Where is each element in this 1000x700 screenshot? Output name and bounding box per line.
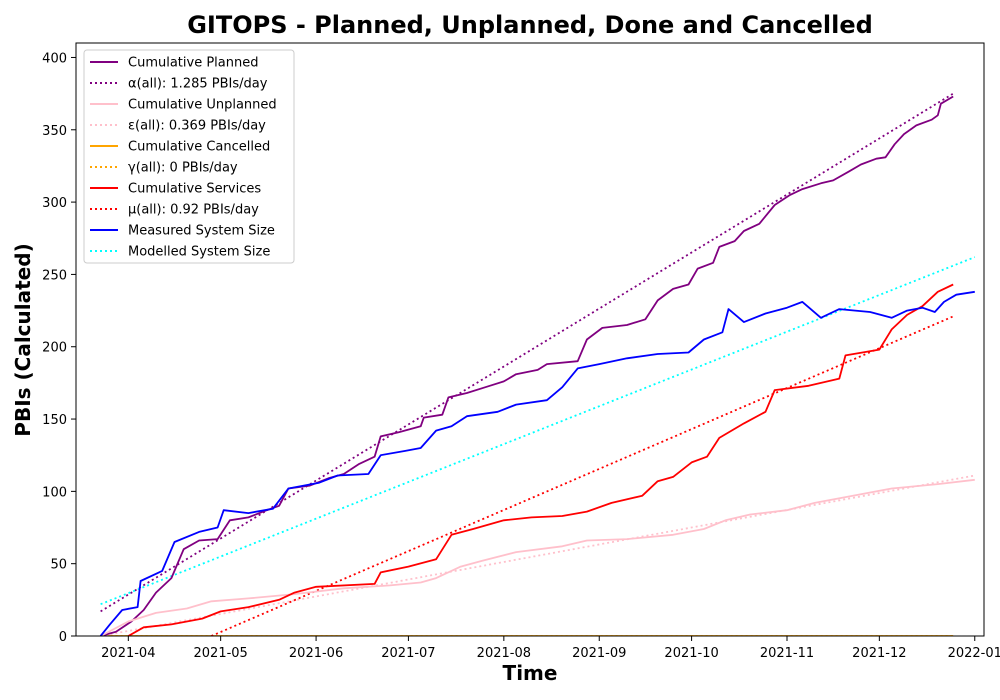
x-tick-label: 2021-09: [572, 646, 626, 661]
legend-label-10: Modelled System Size: [128, 245, 270, 260]
series-9-line: [99, 290, 975, 636]
legend-label-6: γ(all): 0 PBIs/day: [128, 161, 238, 176]
chart-title: GITOPS - Planned, Unplanned, Done and Ca…: [187, 11, 873, 39]
legend-label-3: Cumulative Unplanned: [128, 98, 277, 113]
x-tick-label: 2021-10: [664, 646, 718, 661]
legend-label-4: ε(all): 0.369 PBIs/day: [128, 119, 266, 134]
series-10-line: [100, 256, 976, 606]
y-tick-label: 50: [50, 558, 67, 573]
y-tick-label: 300: [42, 196, 67, 211]
y-tick-label: 250: [42, 268, 67, 283]
legend-label-8: μ(all): 0.92 PBIs/day: [128, 203, 259, 218]
series-2-line: [100, 92, 954, 613]
plot-lines: [99, 92, 976, 636]
legend-label-5: Cumulative Cancelled: [128, 140, 270, 155]
y-tick-label: 150: [42, 413, 67, 428]
legend-label-2: α(all): 1.285 PBIs/day: [128, 77, 268, 92]
legend-label-1: Cumulative Planned: [128, 56, 258, 71]
legend-label-7: Cumulative Services: [128, 182, 261, 197]
x-tick-label: 2021-07: [381, 646, 435, 661]
x-tick-label: 2021-12: [852, 646, 906, 661]
x-tick-label: 2021-08: [477, 646, 531, 661]
x-tick-label: 2021-11: [760, 646, 814, 661]
series-7-line: [127, 283, 954, 636]
y-tick-label: 350: [42, 124, 67, 139]
series-4-line: [100, 474, 975, 636]
x-axis-label: Time: [503, 661, 558, 685]
x-tick-label: 2021-04: [101, 646, 155, 661]
y-tick-label: 200: [42, 341, 67, 356]
x-tick-label: 2021-06: [289, 646, 343, 661]
plot-frame: [75, 42, 985, 637]
x-tick-label: 2022-01: [948, 646, 1000, 661]
y-tick-label: 400: [42, 51, 67, 66]
y-axis-label: PBIs (Calculated): [11, 243, 35, 436]
x-tick-label: 2021-05: [194, 646, 248, 661]
series-3-line: [100, 478, 975, 636]
legend-box: [83, 49, 295, 264]
legend-label-9: Measured System Size: [128, 224, 275, 239]
series-1-line: [100, 95, 954, 636]
y-tick-label: 0: [59, 630, 67, 645]
y-tick-label: 100: [42, 485, 67, 500]
legend: Cumulative Planned α(all): 1.285 PBIs/day…: [83, 49, 295, 264]
x-axis-ticks: 2021-04 2021-05 2021-06 2021-07 2021-08 2021-…: [101, 636, 1000, 661]
y-axis-ticks: 0 50 100 150 200 250 300 350 400: [42, 51, 76, 645]
